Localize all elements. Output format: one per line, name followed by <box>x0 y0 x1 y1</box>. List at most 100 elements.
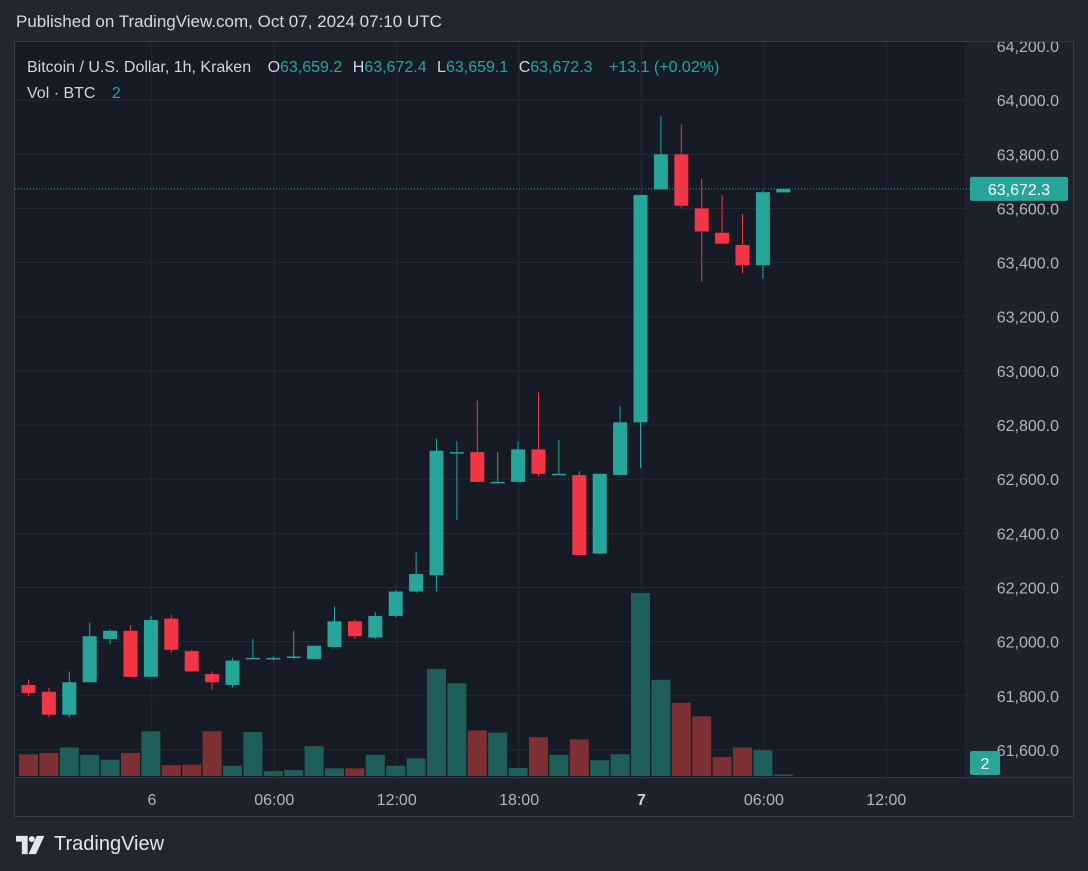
price-tick-label: 63,600.0 <box>997 201 1059 218</box>
volume-bar <box>19 754 38 776</box>
candle-body[interactable] <box>41 691 56 715</box>
volume-bar <box>59 747 79 776</box>
candle-body[interactable] <box>409 573 424 592</box>
volume-bar <box>121 752 140 776</box>
candle-body[interactable] <box>429 450 444 576</box>
candle-body[interactable] <box>205 674 220 683</box>
candle-body[interactable] <box>164 618 179 650</box>
candle-body[interactable] <box>245 657 260 660</box>
time-tick-label: 06:00 <box>744 792 784 809</box>
volume-bar <box>427 668 446 776</box>
volume-bar <box>223 765 242 776</box>
volume-bar <box>529 737 548 776</box>
published-caption: Published on TradingView.com, Oct 07, 20… <box>16 12 442 31</box>
candle-body[interactable] <box>694 208 709 232</box>
candle-body[interactable] <box>755 192 770 266</box>
price-tick-label: 61,800.0 <box>997 689 1059 706</box>
candle-body[interactable] <box>368 615 383 638</box>
candle-body[interactable] <box>592 473 607 554</box>
volume-bar <box>631 593 650 776</box>
symbol-title[interactable]: Bitcoin / U.S. Dollar, 1h, Kraken <box>27 59 252 76</box>
price-tick-label: 62,800.0 <box>997 418 1059 435</box>
volume-value: 2 <box>111 85 121 102</box>
ohlc-row: Bitcoin / U.S. Dollar, 1h, Kraken O63,65… <box>27 55 719 81</box>
price-tick-label: 62,200.0 <box>997 580 1059 597</box>
open-value: 63,659.2 <box>280 59 343 76</box>
candle-body[interactable] <box>572 475 587 555</box>
candle-body[interactable] <box>286 656 301 659</box>
candle-body[interactable] <box>531 449 546 474</box>
open-label: O <box>267 59 281 76</box>
candle-body[interactable] <box>21 684 36 694</box>
volume-bar <box>243 732 263 776</box>
candle-body[interactable] <box>470 452 485 482</box>
volume-bar <box>406 758 426 776</box>
tradingview-brand[interactable]: TradingView <box>16 833 164 856</box>
high-label: H <box>352 59 365 76</box>
price-tick-label: 62,000.0 <box>997 635 1059 652</box>
candle-body[interactable] <box>551 473 566 476</box>
volume-bar <box>651 679 671 776</box>
candle-body[interactable] <box>307 645 322 660</box>
volume-bar <box>182 764 202 776</box>
volume-bar <box>508 767 528 776</box>
price-tick-label: 63,000.0 <box>997 364 1059 381</box>
plot-area[interactable] <box>15 42 965 777</box>
volume-bar <box>80 754 100 776</box>
candle-body[interactable] <box>633 194 648 423</box>
time-tick-label: 06:00 <box>254 792 294 809</box>
candle-body[interactable] <box>388 591 403 616</box>
volume-bar <box>671 702 691 776</box>
candle-body[interactable] <box>103 630 118 639</box>
volume-bar <box>712 757 732 776</box>
candle-body[interactable] <box>715 232 730 244</box>
volume-bar <box>386 765 406 776</box>
volume-bar <box>304 746 324 776</box>
time-tick-label: 7 <box>637 792 646 809</box>
price-tick-label: 63,800.0 <box>997 147 1059 164</box>
candle-body[interactable] <box>62 682 77 715</box>
time-tick-label: 12:00 <box>866 792 906 809</box>
candlestick-chart[interactable]: 61,600.0 61,800.0 62,000.0 62,200.0 62,400.0… <box>15 42 1073 816</box>
candle-body[interactable] <box>327 621 342 648</box>
volume-bar <box>753 750 773 776</box>
low-value: 63,659.1 <box>445 59 509 76</box>
chart-legend: Bitcoin / U.S. Dollar, 1h, Kraken O63,65… <box>27 55 719 107</box>
volume-bar <box>610 754 630 776</box>
volume-label[interactable]: Vol · BTC <box>27 85 96 102</box>
candle-body[interactable] <box>123 630 138 677</box>
volume-bar <box>549 754 569 776</box>
volume-bar <box>39 752 59 776</box>
price-tick-label: 63,200.0 <box>997 310 1059 327</box>
volume-bar <box>447 683 467 776</box>
candle-body[interactable] <box>266 657 281 660</box>
price-tick-label: 62,600.0 <box>997 472 1059 489</box>
volume-bar <box>692 716 712 776</box>
candle-body[interactable] <box>613 422 628 476</box>
last-volume-label: 2 <box>981 756 990 773</box>
price-tick-label: 61,600.0 <box>997 743 1059 760</box>
price-tick-label: 62,400.0 <box>997 526 1059 543</box>
volume-bar <box>467 730 487 776</box>
volume-bar <box>345 768 365 776</box>
price-tick-label: 64,200.0 <box>997 42 1059 56</box>
last-volume-badge <box>970 751 1000 775</box>
candle-body[interactable] <box>449 452 464 454</box>
close-label: C <box>518 59 531 76</box>
candle-body[interactable] <box>225 660 240 685</box>
volume-bar <box>733 747 752 776</box>
chart-panel[interactable]: 61,600.0 61,800.0 62,000.0 62,200.0 62,400.0… <box>14 41 1074 817</box>
candle-body[interactable] <box>184 651 199 672</box>
candle-body[interactable] <box>143 619 158 677</box>
high-value: 63,672.4 <box>364 59 427 76</box>
candle-body[interactable] <box>776 188 791 193</box>
candle-body[interactable] <box>735 244 750 266</box>
volume-bar <box>590 760 610 776</box>
candle-body[interactable] <box>347 621 362 637</box>
candle-body[interactable] <box>82 636 97 683</box>
volume-bar <box>488 732 508 776</box>
candle-body[interactable] <box>674 154 689 206</box>
candle-body[interactable] <box>653 154 668 190</box>
candle-body[interactable] <box>490 481 505 484</box>
candle-body[interactable] <box>511 449 526 482</box>
